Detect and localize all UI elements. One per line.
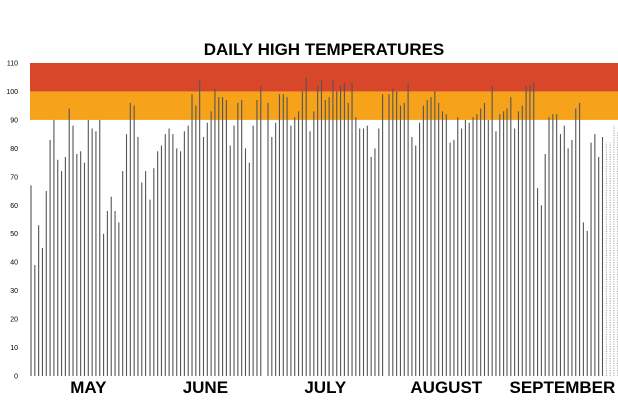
chart-title: DAILY HIGH TEMPERATURES <box>204 40 445 59</box>
y-tick-label: 10 <box>10 345 18 352</box>
y-tick-label: 60 <box>10 203 18 210</box>
band-100-110 <box>30 63 618 92</box>
month-label-june: JUNE <box>183 378 228 397</box>
y-axis: 0 10 20 30 40 50 60 70 80 90 100 110 <box>6 61 18 381</box>
y-tick-label: 30 <box>10 288 18 295</box>
band-90-100 <box>30 91 618 120</box>
month-label-august: AUGUST <box>410 378 482 397</box>
y-tick-label: 110 <box>7 61 18 68</box>
y-tick-label: 40 <box>10 260 18 267</box>
y-tick-label: 80 <box>10 146 18 153</box>
y-tick-label: 50 <box>10 231 18 238</box>
y-tick-label: 20 <box>10 317 18 324</box>
x-axis-month-labels: MAY JUNE JULY AUGUST SEPTEMBER <box>70 378 615 397</box>
y-tick-label: 0 <box>14 374 18 381</box>
temperature-bands <box>30 63 618 120</box>
y-tick-label: 90 <box>10 117 18 124</box>
daily-bars <box>30 77 618 376</box>
month-label-september: SEPTEMBER <box>509 378 615 397</box>
y-tick-label: 70 <box>10 174 18 181</box>
month-label-july: JULY <box>304 378 347 397</box>
month-label-may: MAY <box>70 378 107 397</box>
y-tick-label: 100 <box>6 89 18 96</box>
